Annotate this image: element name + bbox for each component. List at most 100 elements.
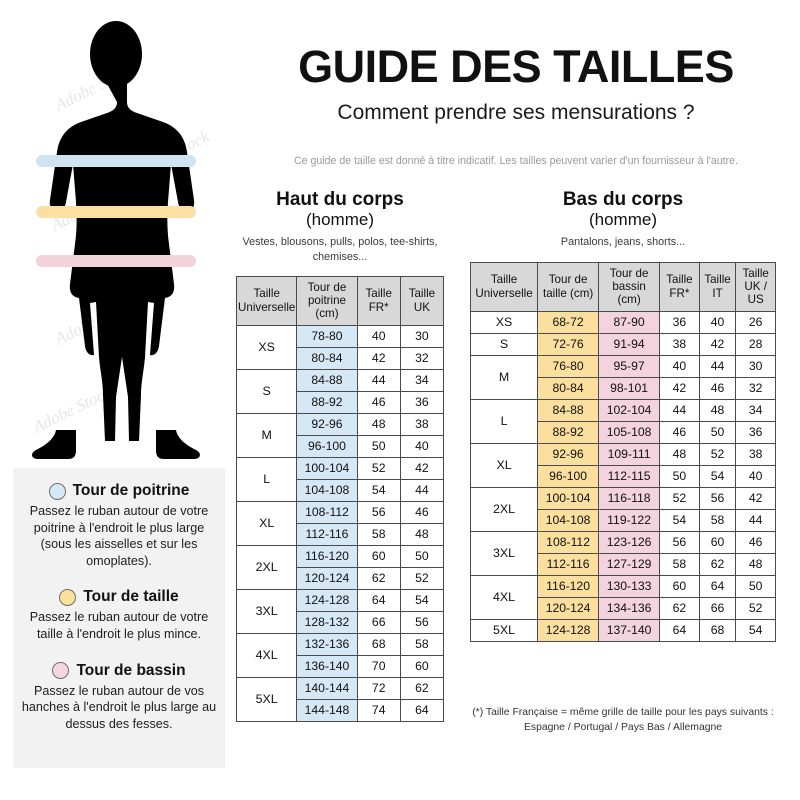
- table-cell: 112-116: [296, 522, 358, 546]
- table-cell: 92-96: [296, 412, 358, 436]
- table-cell: 54: [399, 588, 445, 612]
- table-cell: 40: [659, 354, 700, 378]
- table-cell: 136-140: [296, 654, 358, 678]
- table-cell: 56: [659, 530, 700, 554]
- upper-body-items: Vestes, blousons, pulls, polos, tee-shir…: [242, 236, 438, 263]
- table-cell: 112-116: [537, 552, 600, 576]
- table-cell: 123-126: [598, 530, 661, 554]
- table-cell: 70: [356, 654, 401, 678]
- table-cell: 46: [659, 420, 700, 444]
- page-header: GUIDE DES TAILLES Comment prendre ses me…: [232, 0, 800, 190]
- table-row: 4XL 132-136 68 58: [235, 632, 445, 678]
- table-cell: 109-111: [598, 442, 661, 466]
- table-cell: 46: [735, 530, 776, 554]
- table-cell: 80-84: [537, 376, 600, 400]
- table-header-row: Taille Universelle Tour de poitrine (cm) T…: [235, 275, 445, 326]
- table-cell: 62: [356, 566, 401, 590]
- table-cell: 48: [735, 552, 776, 576]
- size-cell: S: [235, 368, 298, 414]
- table-cell: 54: [356, 478, 401, 502]
- circle-icon-hip: [52, 662, 70, 680]
- table-cell: 60: [399, 654, 445, 678]
- table-cell: 88-92: [296, 390, 358, 414]
- table-row: XL 92-96 109-111 48 52 38: [469, 442, 776, 488]
- table-cell: 116-118: [598, 486, 661, 510]
- table-cell: 46: [698, 376, 737, 400]
- table-row: 104-108 54 44: [237, 478, 445, 502]
- table-cell: 64: [698, 574, 737, 598]
- table-cell: 32: [399, 346, 445, 370]
- lower-body-table: Taille Universelle Tour de taille (cm) Tou…: [469, 261, 776, 642]
- table-cell: 116-120: [296, 544, 358, 568]
- table-cell: 100-104: [537, 486, 600, 510]
- table-cell: 32: [735, 376, 776, 400]
- table-cell: 50: [659, 464, 700, 488]
- table-cell: 44: [356, 368, 401, 392]
- table-cell: 91-94: [598, 332, 661, 356]
- table-row: 80-84 42 32: [237, 346, 445, 370]
- table-cell: 66: [356, 610, 401, 634]
- size-cell: XS: [469, 310, 539, 334]
- table-cell: 40: [356, 324, 401, 348]
- table-cell: 44: [735, 508, 776, 532]
- upper-body-block: Haut du corps (homme) Vestes, blousons, …: [235, 190, 445, 722]
- table-cell: 120-124: [537, 596, 600, 620]
- lower-body-title: Bas du corps: [562, 189, 684, 210]
- table-row: 120-124 62 52: [237, 566, 445, 590]
- table-cell: 76-80: [537, 354, 600, 378]
- table-cell: 38: [735, 442, 776, 466]
- table-cell: 100-104: [296, 456, 358, 480]
- legend-desc-hip: Passez le ruban autour de vos hanches à …: [21, 683, 217, 731]
- table-row: XL 108-112 56 46: [235, 500, 445, 546]
- table-cell: 60: [356, 544, 401, 568]
- chest-band: [36, 155, 196, 167]
- column-header: Taille IT: [698, 261, 737, 312]
- table-cell: 64: [659, 618, 700, 642]
- legend-desc-chest: Passez le ruban autour de votre poitrine…: [29, 504, 209, 568]
- table-cell: 140-144: [296, 676, 358, 700]
- column-header: Taille FR*: [356, 275, 401, 326]
- table-cell: 112-115: [598, 464, 661, 488]
- table-row: 144-148 74 64: [237, 698, 445, 722]
- size-cell: 5XL: [469, 618, 539, 642]
- size-cell: 4XL: [235, 632, 298, 678]
- table-cell: 48: [356, 412, 401, 436]
- upper-body-heading: Haut du corps (homme) Vestes, blousons, …: [236, 190, 444, 264]
- table-cell: 116-120: [537, 574, 600, 598]
- table-cell: 52: [735, 596, 776, 620]
- circle-icon-chest: [48, 482, 66, 500]
- column-header: Taille UK / US: [735, 261, 776, 312]
- table-cell: 34: [735, 398, 776, 422]
- table-cell: 42: [399, 456, 445, 480]
- upper-body-table: Taille Universelle Tour de poitrine (cm) T…: [235, 275, 445, 722]
- table-cell: 40: [735, 464, 776, 488]
- table-cell: 52: [698, 442, 737, 466]
- table-cell: 62: [399, 676, 445, 700]
- legend-label-chest: Tour de poitrine: [72, 482, 190, 499]
- size-cell: 3XL: [469, 530, 539, 576]
- table-cell: 95-97: [598, 354, 661, 378]
- table-cell: 104-108: [537, 508, 600, 532]
- legend-label-waist: Tour de taille: [83, 588, 179, 606]
- table-cell: 56: [399, 610, 445, 634]
- table-cell: 60: [698, 530, 737, 554]
- size-cell: XL: [235, 500, 298, 546]
- table-cell: 44: [659, 398, 700, 422]
- table-cell: 50: [399, 544, 445, 568]
- size-cell: M: [235, 412, 298, 458]
- table-cell: 58: [399, 632, 445, 656]
- table-cell: 42: [356, 346, 401, 370]
- table-cell: 68: [698, 618, 737, 642]
- column-header: Tour de poitrine (cm): [296, 275, 358, 326]
- table-cell: 58: [659, 552, 700, 576]
- table-cell: 64: [356, 588, 401, 612]
- table-row: 5XL 124-128 137-140 64 68 54: [469, 618, 776, 642]
- table-cell: 96-100: [296, 434, 358, 458]
- size-cell: S: [469, 332, 539, 356]
- footnote: (*) Taille Française = même grille de ta…: [472, 707, 774, 733]
- table-row: 136-140 70 60: [237, 654, 445, 678]
- silhouette-panel: Adobe Stock Adobe Stock Adobe Stock Adob…: [0, 0, 232, 470]
- legend-desc-waist: Passez le ruban autour de votre taille à…: [29, 610, 209, 642]
- table-cell: 64: [399, 698, 445, 722]
- table-cell: 52: [399, 566, 445, 590]
